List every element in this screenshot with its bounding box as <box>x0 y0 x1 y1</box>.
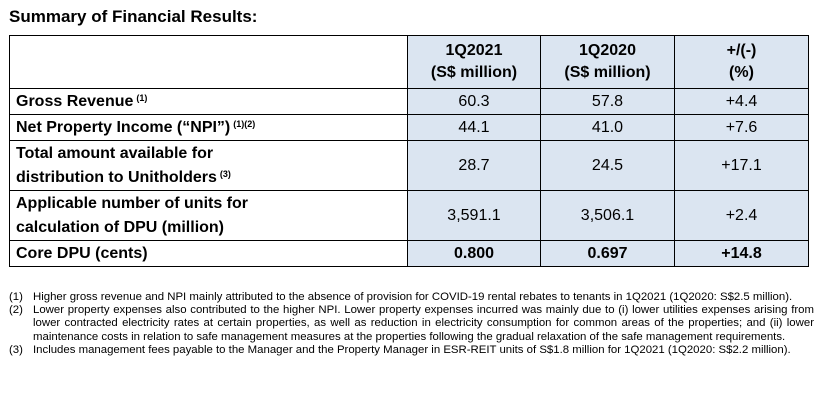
column-header-line1: 1Q2021 <box>445 42 503 59</box>
cell-value: 44.1 <box>407 114 541 141</box>
cell-value: +7.6 <box>674 114 809 141</box>
footnote-2: (2) Lower property expenses also contrib… <box>9 304 814 344</box>
table-row-distribution-amount: Total amount available for distribution … <box>9 140 809 191</box>
row-label-text: Net Property Income (“NPI”) <box>16 118 231 136</box>
row-label-line2-wrap: distribution to Unitholders (3) <box>16 166 403 190</box>
column-header-line1: +/(-) <box>726 42 757 59</box>
cell-value: +17.1 <box>674 140 809 191</box>
footnote-text: Lower property expenses also contributed… <box>33 304 814 343</box>
row-label-line2: distribution to Unitholders <box>16 168 217 186</box>
footnote-text: Higher gross revenue and NPI mainly attr… <box>33 291 793 303</box>
row-label: Core DPU (cents) <box>9 240 408 267</box>
footnote-ref: (1)(2) <box>233 118 256 129</box>
cell-value: 3,591.1 <box>407 190 541 241</box>
table-row-gross-revenue: Gross Revenue (1) 60.3 57.8 +4.4 <box>9 88 809 115</box>
row-label-line1: Applicable number of units for <box>16 194 249 212</box>
cell-value: 41.0 <box>540 114 675 141</box>
cell-value: +4.4 <box>674 88 809 115</box>
cell-value: 57.8 <box>540 88 675 115</box>
column-header-line2: (%) <box>729 64 754 81</box>
footnote-3: (3) Includes management fees payable to … <box>9 344 814 357</box>
footnote-ref: (1) <box>136 92 148 103</box>
column-header-line2: (S$ million) <box>430 64 518 81</box>
cell-value: +14.8 <box>674 240 809 267</box>
table-row-core-dpu: Core DPU (cents) 0.800 0.697 +14.8 <box>9 240 809 267</box>
footnotes: (1) Higher gross revenue and NPI mainly … <box>9 291 814 357</box>
header-blank-cell <box>9 35 408 89</box>
row-label: Gross Revenue (1) <box>9 88 408 115</box>
row-label-line2: calculation of DPU (million) <box>16 218 225 236</box>
cell-value: 28.7 <box>407 140 541 191</box>
footnote-ref: (3) <box>219 168 231 179</box>
cell-value: 3,506.1 <box>540 190 675 241</box>
cell-value: +2.4 <box>674 190 809 241</box>
column-header-1q2020: 1Q2020 (S$ million) <box>540 35 675 89</box>
column-header-change: +/(-) (%) <box>674 35 809 89</box>
row-label: Total amount available for distribution … <box>9 140 408 191</box>
cell-value: 0.697 <box>540 240 675 267</box>
column-header-line2: (S$ million) <box>564 64 651 81</box>
table-header-row: 1Q2021 (S$ million) 1Q2020 (S$ million) … <box>9 35 809 89</box>
footnote-marker: (2) <box>9 304 23 317</box>
page-title: Summary of Financial Results: <box>9 7 258 26</box>
row-label-text: Gross Revenue <box>16 92 134 110</box>
column-header-1q2021: 1Q2021 (S$ million) <box>407 35 541 89</box>
row-label: Net Property Income (“NPI”) (1)(2) <box>9 114 408 141</box>
column-header-line1: 1Q2020 <box>579 42 636 59</box>
row-label: Applicable number of units for calculati… <box>9 190 408 241</box>
cell-value: 60.3 <box>407 88 541 115</box>
cell-value: 0.800 <box>407 240 541 267</box>
table-row-npi: Net Property Income (“NPI”) (1)(2) 44.1 4… <box>9 114 809 141</box>
table-row-units: Applicable number of units for calculati… <box>9 190 809 241</box>
footnote-marker: (3) <box>9 343 23 356</box>
footnote-1: (1) Higher gross revenue and NPI mainly … <box>9 291 814 304</box>
row-label-line1: Total amount available for <box>16 144 214 162</box>
footnote-marker: (1) <box>9 291 23 303</box>
footnote-text: Includes management fees payable to the … <box>33 343 791 356</box>
financial-results-table: 1Q2021 (S$ million) 1Q2020 (S$ million) … <box>9 35 809 267</box>
cell-value: 24.5 <box>540 140 675 191</box>
